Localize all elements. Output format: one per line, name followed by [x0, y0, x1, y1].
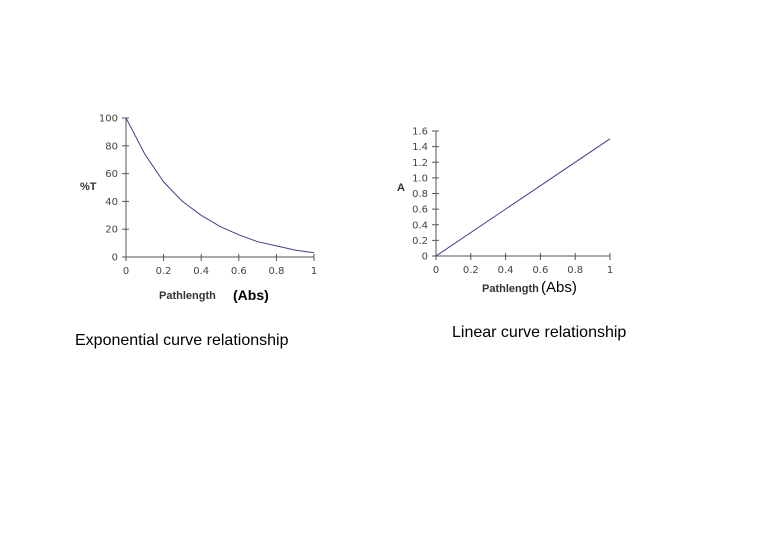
right-x-tick-label: 0: [433, 265, 439, 276]
left-x-tick-label: 0.6: [231, 266, 247, 277]
left-y-ticks: 0 20 40 60 80 100: [99, 114, 129, 264]
linear-chart: 0 0.2 0.4 0.6 0.8 1.0 1.2 1.4 1.6 0 0.2 0.4 0.6 0.8 1…: [397, 127, 626, 342]
right-y-tick-label: 0: [422, 252, 428, 263]
exponential-chart: 0 20 40 60 80 100 0 0.2 0.4 0.6 0.8 1 %T Pathlengt…: [75, 114, 317, 350]
left-y-tick-label: 0: [112, 253, 118, 264]
right-y-tick-label: 1.0: [412, 173, 428, 184]
left-y-tick-label: 60: [105, 169, 118, 180]
left-y-axis-title: %T: [80, 181, 97, 193]
left-x-tick-label: 0: [123, 266, 129, 277]
right-caption: Linear curve relationship: [452, 324, 626, 341]
left-x-tick-label: 0.4: [193, 266, 209, 277]
left-y-tick-label: 20: [105, 225, 118, 236]
right-x-ticks: 0 0.2 0.4 0.6 0.8 1: [433, 253, 613, 276]
left-y-tick-label: 80: [105, 141, 118, 152]
right-abs-note: (Abs): [541, 279, 577, 296]
left-x-axis-title: Pathlength: [159, 290, 216, 302]
right-y-tick-label: 0.4: [412, 220, 428, 231]
left-caption: Exponential curve relationship: [75, 332, 289, 349]
right-x-tick-label: 0.2: [463, 265, 479, 276]
right-x-tick-label: 0.4: [498, 265, 514, 276]
right-y-tick-label: 1.4: [412, 142, 428, 153]
right-y-tick-label: 0.8: [412, 189, 428, 200]
right-y-axis-title: A: [397, 182, 405, 194]
right-x-tick-label: 0.6: [532, 265, 548, 276]
left-x-tick-label: 0.8: [268, 266, 284, 277]
right-y-ticks: 0 0.2 0.4 0.6 0.8 1.0 1.2 1.4 1.6: [412, 127, 439, 263]
left-y-tick-label: 40: [105, 197, 118, 208]
left-x-tick-label: 0.2: [156, 266, 172, 277]
right-x-tick-label: 0.8: [567, 265, 583, 276]
right-x-axis-title: Pathlength: [482, 283, 539, 295]
left-abs-note: (Abs): [233, 287, 269, 303]
left-y-tick-label: 100: [99, 114, 118, 125]
right-y-tick-label: 0.2: [412, 236, 428, 247]
right-y-tick-label: 1.2: [412, 158, 428, 169]
left-series-line: [125, 117, 315, 254]
left-x-tick-label: 1: [311, 266, 317, 277]
right-y-tick-label: 1.6: [412, 127, 428, 138]
right-x-tick-label: 1: [607, 265, 613, 276]
right-y-tick-label: 0.6: [412, 205, 428, 216]
left-x-ticks: 0 0.2 0.4 0.6 0.8 1: [123, 254, 317, 277]
right-series-line: [435, 138, 611, 257]
